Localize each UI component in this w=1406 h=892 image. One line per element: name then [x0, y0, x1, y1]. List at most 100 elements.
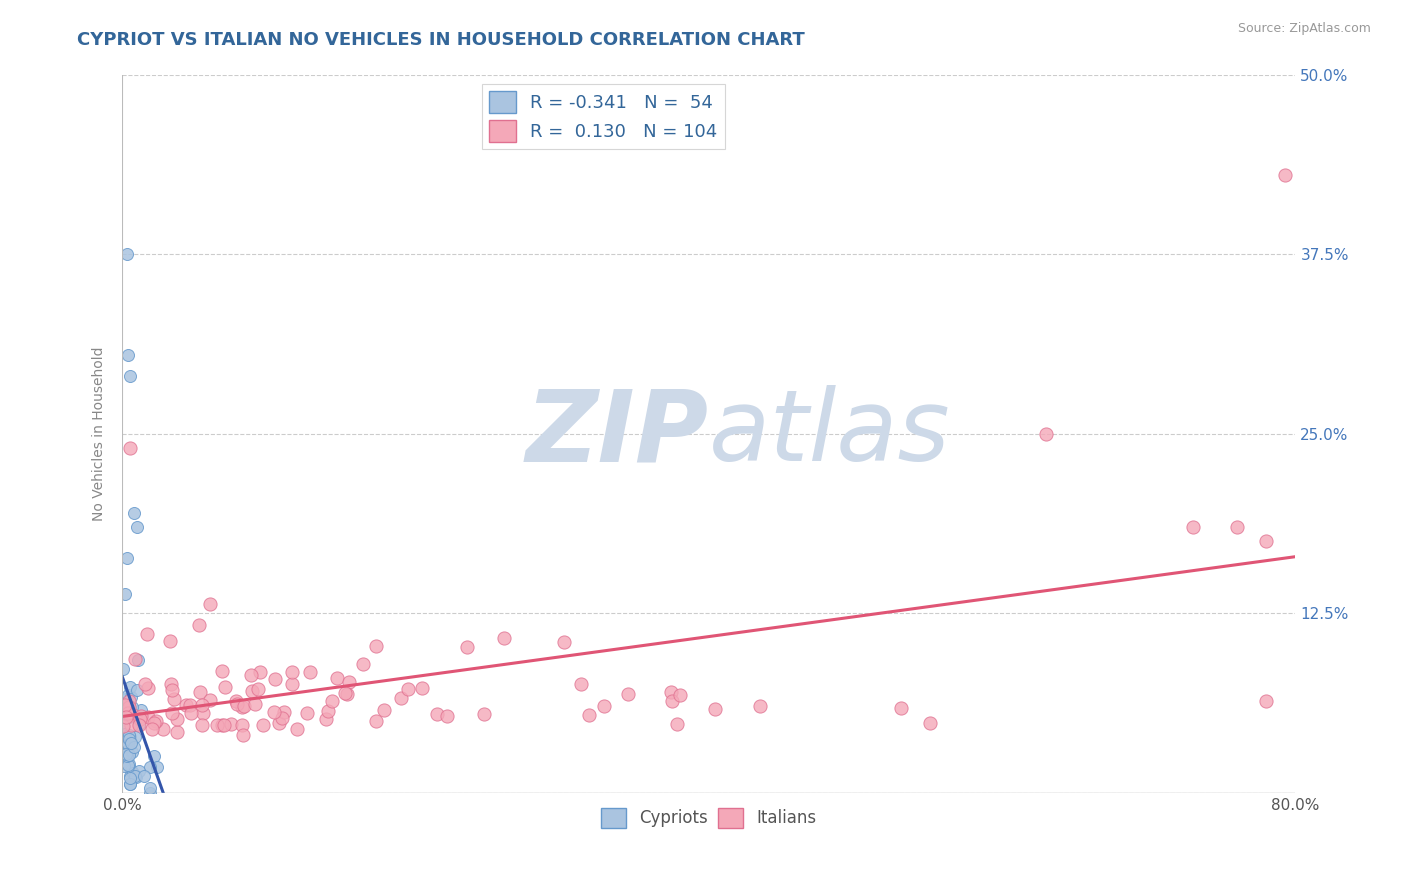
Point	[127, 682, 149, 697]
Point	[112, 662, 135, 676]
Point	[139, 781, 162, 796]
Point	[122, 506, 145, 520]
Point	[142, 748, 165, 763]
Point	[240, 684, 263, 698]
Point	[617, 687, 640, 701]
Point	[124, 730, 146, 744]
Point	[270, 711, 292, 725]
Point	[364, 639, 387, 653]
Point	[436, 708, 458, 723]
Point	[117, 748, 139, 763]
Point	[124, 651, 146, 665]
Point	[411, 681, 433, 696]
Point	[111, 734, 134, 748]
Point	[160, 682, 183, 697]
Point	[120, 736, 142, 750]
Point	[120, 769, 142, 783]
Point	[114, 587, 136, 601]
Point	[364, 714, 387, 729]
Point	[180, 706, 202, 720]
Point	[127, 653, 149, 667]
Point	[142, 716, 165, 731]
Point	[472, 706, 495, 721]
Point	[249, 665, 271, 680]
Point	[121, 699, 143, 714]
Point	[191, 717, 214, 731]
Point	[117, 758, 139, 772]
Point	[285, 723, 308, 737]
Point	[263, 705, 285, 719]
Point	[128, 764, 150, 778]
Point	[120, 718, 142, 732]
Point	[661, 694, 683, 708]
Point	[578, 708, 600, 723]
Point	[233, 698, 256, 713]
Text: CYPRIOT VS ITALIAN NO VEHICLES IN HOUSEHOLD CORRELATION CHART: CYPRIOT VS ITALIAN NO VEHICLES IN HOUSEH…	[77, 31, 806, 49]
Text: ZIP: ZIP	[526, 385, 709, 482]
Point	[111, 719, 134, 733]
Point	[117, 550, 139, 565]
Point	[115, 692, 138, 706]
Point	[114, 698, 136, 712]
Point	[160, 706, 183, 721]
Point	[211, 665, 233, 679]
Point	[1274, 168, 1296, 182]
Point	[115, 747, 138, 762]
Point	[246, 681, 269, 696]
Point	[191, 698, 214, 712]
Point	[121, 707, 143, 722]
Point	[267, 715, 290, 730]
Point	[321, 694, 343, 708]
Point	[136, 627, 159, 641]
Point	[117, 348, 139, 362]
Point	[352, 657, 374, 671]
Point	[118, 369, 141, 384]
Point	[207, 718, 229, 732]
Point	[141, 723, 163, 737]
Point	[200, 693, 222, 707]
Point	[124, 769, 146, 783]
Point	[117, 706, 139, 720]
Point	[200, 597, 222, 611]
Point	[174, 698, 197, 712]
Point	[115, 749, 138, 764]
Point	[146, 760, 169, 774]
Y-axis label: No Vehicles in Household: No Vehicles in Household	[93, 346, 107, 521]
Point	[232, 728, 254, 742]
Point	[1035, 426, 1057, 441]
Point	[214, 680, 236, 694]
Point	[263, 672, 285, 686]
Point	[122, 765, 145, 780]
Point	[225, 694, 247, 708]
Point	[326, 671, 349, 685]
Point	[188, 617, 211, 632]
Point	[190, 684, 212, 698]
Point	[118, 729, 141, 743]
Point	[297, 706, 319, 721]
Point	[1256, 534, 1278, 549]
Point	[396, 682, 419, 697]
Point	[118, 700, 141, 714]
Point	[138, 710, 160, 724]
Point	[134, 677, 156, 691]
Point	[179, 698, 201, 712]
Point	[118, 771, 141, 785]
Point	[456, 640, 478, 655]
Point	[336, 687, 359, 701]
Point	[337, 675, 360, 690]
Text: atlas: atlas	[709, 385, 950, 482]
Point	[122, 739, 145, 754]
Point	[129, 712, 152, 726]
Point	[243, 697, 266, 711]
Point	[1256, 693, 1278, 707]
Point	[1226, 520, 1249, 534]
Point	[214, 718, 236, 732]
Point	[166, 712, 188, 726]
Point	[166, 725, 188, 739]
Point	[118, 757, 141, 772]
Point	[112, 722, 135, 736]
Point	[281, 665, 304, 680]
Point	[118, 710, 141, 724]
Point	[136, 681, 159, 695]
Point	[703, 702, 725, 716]
